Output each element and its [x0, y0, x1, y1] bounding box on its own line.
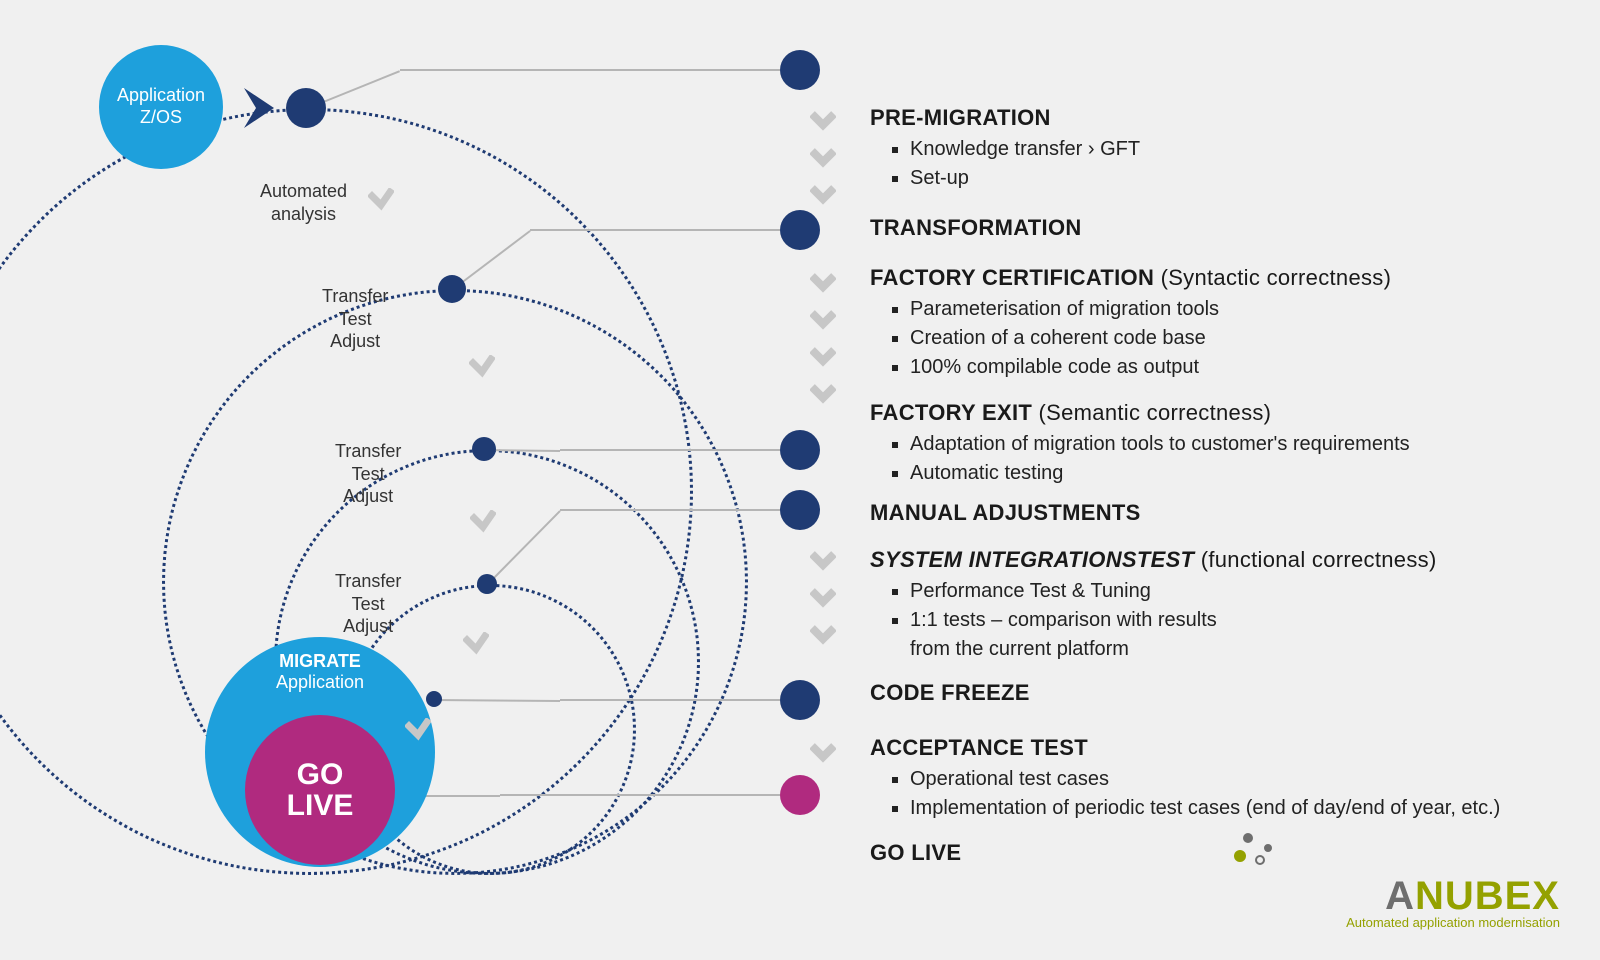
- phase-node-0: [780, 50, 820, 90]
- spiral-chevron-icon-0: [368, 188, 394, 214]
- phase-block-8: GO LIVE: [870, 840, 1570, 870]
- spiral-node-0: [286, 88, 326, 128]
- chevron-down-icon: [810, 585, 836, 616]
- connector-horiz-0: [400, 69, 780, 71]
- phase-bullet: Creation of a coherent code base: [910, 324, 1570, 353]
- anubex-logo: ANUBEX Automated application modernisati…: [1346, 874, 1560, 930]
- spiral-chevron-icon-2: [470, 510, 496, 536]
- start-label-2: Z/OS: [117, 107, 205, 129]
- chevron-down-icon: [810, 740, 836, 771]
- spiral-chevron-icon-4: [405, 718, 431, 744]
- chevron-down-icon: [810, 381, 836, 412]
- phase-bullet: Set-up: [910, 164, 1570, 193]
- cycle-label-2: TransferTestAdjust: [335, 440, 401, 508]
- logo-tagline: Automated application modernisation: [1346, 915, 1560, 930]
- phase-block-3: FACTORY EXIT (Semantic correctness)Adapt…: [870, 400, 1570, 488]
- cycle-label-1: TransferTestAdjust: [322, 285, 388, 353]
- chevron-down-icon: [810, 344, 836, 375]
- connector-horiz-5: [500, 794, 780, 796]
- phase-node-1: [780, 210, 820, 250]
- phase-bullet: 1:1 tests – comparison with resultsfrom …: [910, 606, 1570, 664]
- phase-node-5: [780, 775, 820, 815]
- phase-node-4: [780, 680, 820, 720]
- spiral-chevron-icon-3: [463, 632, 489, 658]
- logo-dots-icon: [1230, 828, 1300, 868]
- phase-block-0: PRE-MIGRATIONKnowledge transfer › GFTSet…: [870, 105, 1570, 193]
- phase-bullet: Parameterisation of migration tools: [910, 295, 1570, 324]
- spiral-node-4: [426, 691, 442, 707]
- cycle-label-0: Automatedanalysis: [260, 180, 347, 225]
- chevron-down-icon: [810, 548, 836, 579]
- chevron-down-icon: [810, 270, 836, 301]
- connector-horiz-2: [560, 449, 780, 451]
- spiral-node-2: [472, 437, 496, 461]
- phase-block-5: SYSTEM INTEGRATIONSTEST (functional corr…: [870, 547, 1570, 664]
- phase-bullet: Adaptation of migration tools to custome…: [910, 430, 1570, 459]
- migrate-label-1: MIGRATE: [205, 651, 435, 672]
- migrate-label-2: Application: [205, 672, 435, 693]
- phase-node-3: [780, 490, 820, 530]
- phase-bullet: Implementation of periodic test cases (e…: [910, 794, 1570, 823]
- logo-letter-a: A: [1385, 874, 1415, 918]
- logo-brand: ANUBEX: [1346, 874, 1560, 919]
- chevron-down-icon: [810, 145, 836, 176]
- spiral-chevron-icon-1: [469, 355, 495, 381]
- golive-label-1: GO: [287, 759, 354, 791]
- start-chevron-right-icon: [238, 84, 286, 137]
- spiral-node-3: [477, 574, 497, 594]
- phase-bullet: 100% compilable code as output: [910, 353, 1570, 382]
- chevron-down-icon: [810, 182, 836, 213]
- start-label-1: Application: [117, 85, 205, 107]
- phase-block-2: FACTORY CERTIFICATION (Syntactic correct…: [870, 265, 1570, 382]
- chevron-down-icon: [810, 622, 836, 653]
- chevron-down-icon: [810, 307, 836, 338]
- logo-rest: NUBEX: [1415, 874, 1560, 918]
- connector-horiz-4: [560, 699, 780, 701]
- spiral-node-1: [438, 275, 466, 303]
- phase-chevron-stack-2: [810, 548, 836, 653]
- cycle-label-3: TransferTestAdjust: [335, 570, 401, 638]
- golive-circle: GO LIVE: [245, 715, 395, 865]
- phase-block-1: TRANSFORMATION: [870, 215, 1570, 245]
- phase-block-6: CODE FREEZE: [870, 680, 1570, 710]
- diagram-stage: MIGRATE Application GO LIVE Application …: [0, 0, 1600, 960]
- phase-bullet: Knowledge transfer › GFT: [910, 135, 1570, 164]
- phase-node-2: [780, 430, 820, 470]
- chevron-down-icon: [810, 108, 836, 139]
- phase-block-7: ACCEPTANCE TESTOperational test casesImp…: [870, 735, 1570, 823]
- phase-chevron-stack-3: [810, 740, 836, 771]
- connector-horiz-3: [560, 509, 780, 511]
- phase-block-4: MANUAL ADJUSTMENTS: [870, 500, 1570, 530]
- phase-bullet: Operational test cases: [910, 765, 1570, 794]
- phase-chevron-stack-1: [810, 270, 836, 412]
- golive-label-2: LIVE: [287, 790, 354, 822]
- phase-chevron-stack-0: [810, 108, 836, 213]
- start-application-circle: Application Z/OS: [99, 45, 223, 169]
- phase-bullet: Performance Test & Tuning: [910, 577, 1570, 606]
- phase-bullet: Automatic testing: [910, 459, 1570, 488]
- connector-horiz-1: [530, 229, 780, 231]
